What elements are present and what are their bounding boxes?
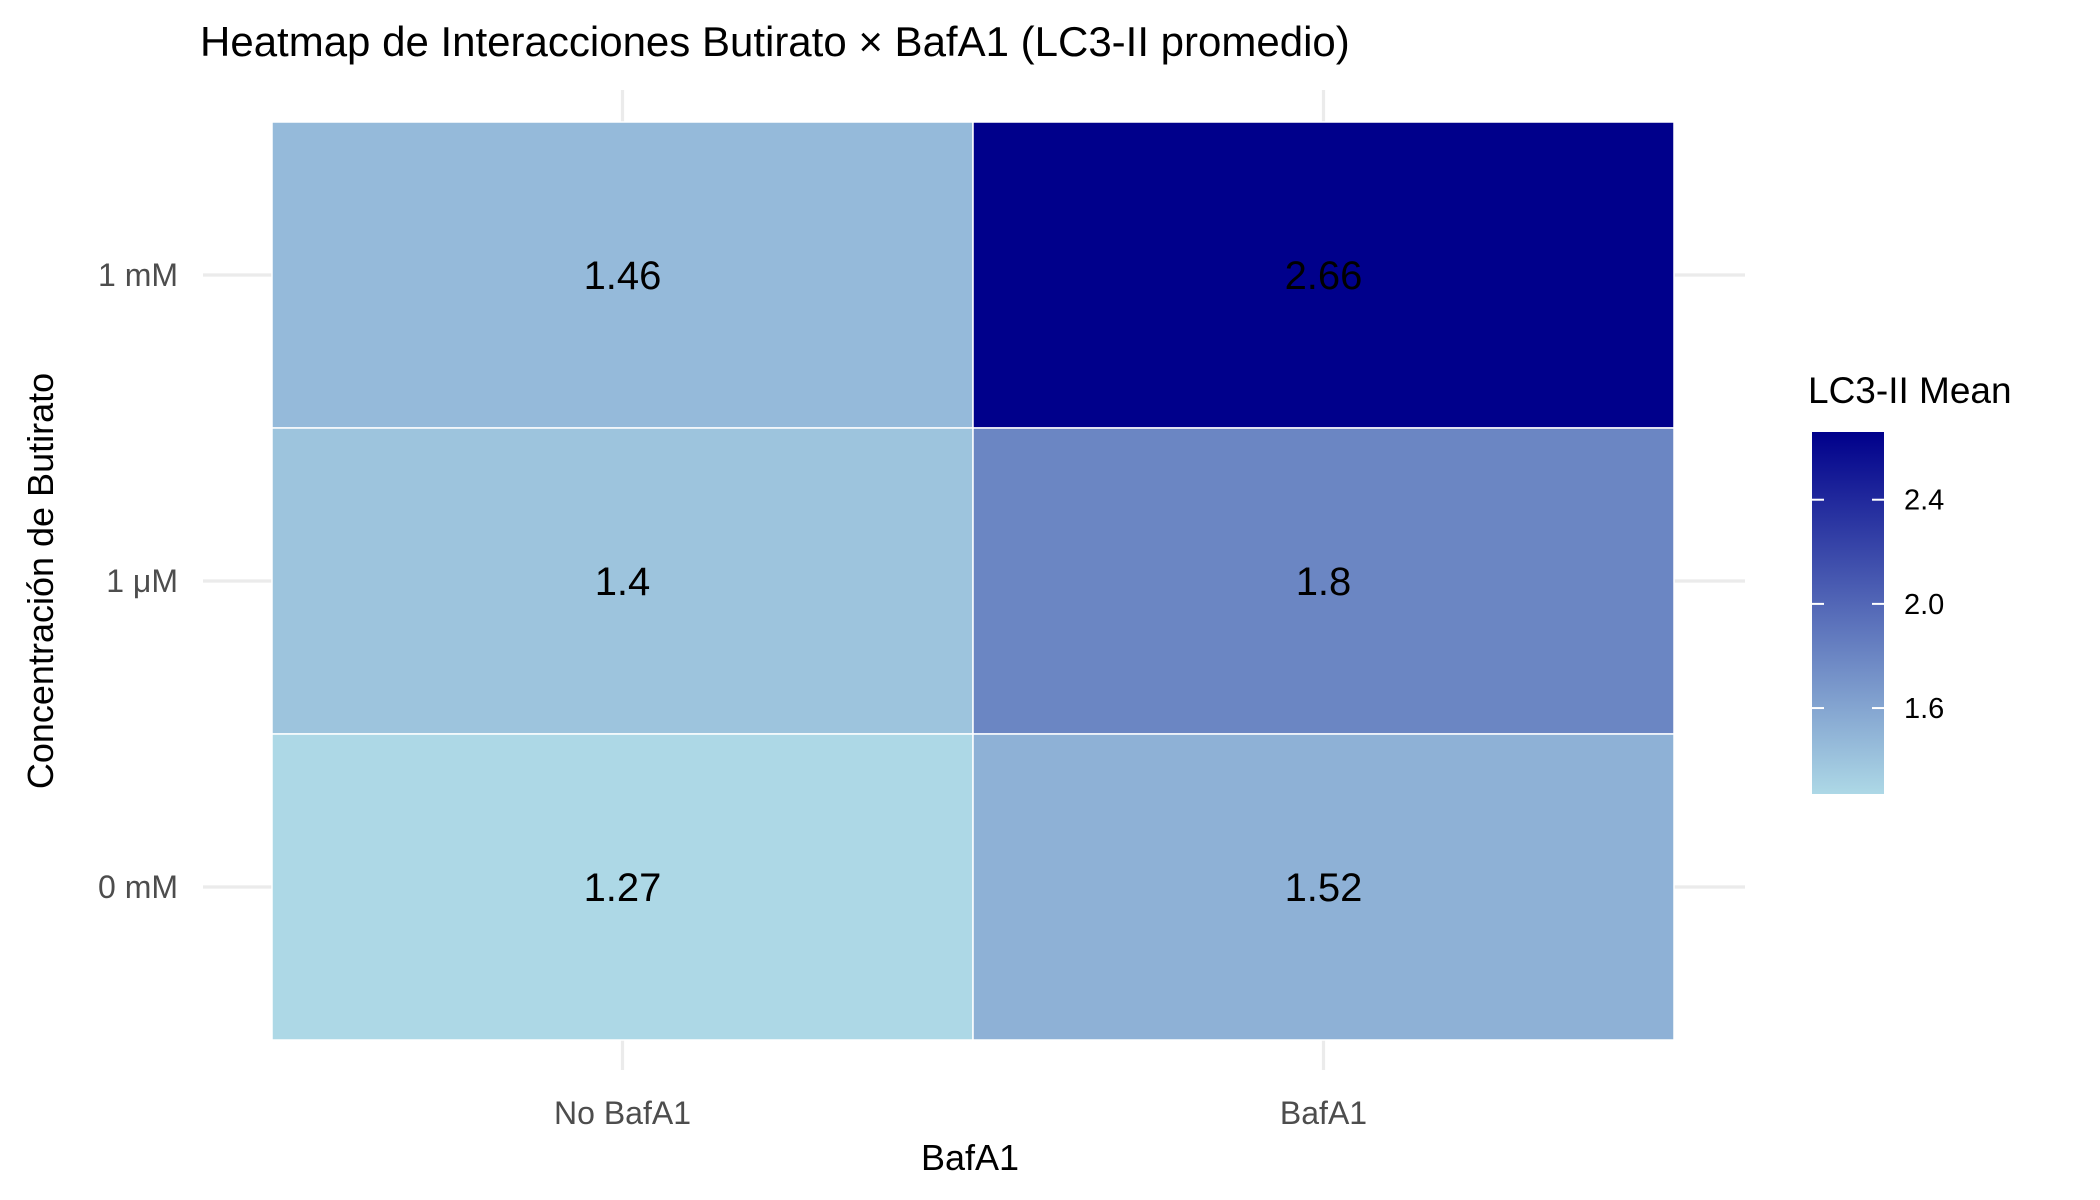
y-tick-label-1-mm: 1 mM — [98, 257, 178, 293]
heatmap-cell-bafa1-1-mm — [972, 121, 1675, 429]
heatmap-cell-no-bafa1-1-m — [271, 427, 974, 735]
y-tick-label-1-m: 1 μM — [106, 563, 178, 599]
heatmap-cell-bafa1-1-m — [972, 427, 1675, 735]
x-tick-label-bafa1: BafA1 — [1280, 1095, 1367, 1131]
heatmap-cell-bafa1-0-mm — [972, 733, 1675, 1041]
y-tick-label-0-mm: 0 mM — [98, 869, 178, 905]
cell-value-label-no-bafa1-1-m: 1.4 — [595, 560, 651, 604]
cell-value-label-bafa1-1-mm: 2.66 — [1285, 254, 1363, 298]
heatmap-cell-no-bafa1-1-mm — [271, 121, 974, 429]
legend-tick-label-2: 2.4 — [1904, 485, 1944, 517]
chart-title: Heatmap de Interacciones Butirato × BafA… — [200, 18, 1350, 65]
x-axis-title: BafA1 — [921, 1137, 1019, 1178]
cell-value-label-no-bafa1-0-mm: 1.27 — [584, 866, 662, 910]
cell-value-label-bafa1-1-m: 1.8 — [1296, 560, 1352, 604]
x-tick-label-no-bafa1: No BafA1 — [554, 1095, 691, 1131]
cell-labels: 1.46 2.66 1.4 1.8 1.27 1.52 — [584, 254, 1363, 910]
heatmap-cell-no-bafa1-0-mm — [271, 733, 974, 1041]
legend-ticks: 1.6 2.0 2.4 — [1812, 485, 1944, 725]
legend-title: LC3-II Mean — [1808, 370, 2012, 411]
color-legend: LC3-II Mean 1.6 2.0 2.4 — [1808, 370, 2012, 794]
heatmap-cells — [271, 121, 1675, 1041]
legend-tick-label-0: 1.6 — [1904, 693, 1944, 725]
cell-value-label-no-bafa1-1-mm: 1.46 — [584, 254, 662, 298]
legend-colorbar — [1812, 432, 1884, 794]
legend-tick-label-1: 2.0 — [1904, 589, 1944, 621]
axis-tick-labels: No BafA1 BafA1 0 mM 1 μM 1 mM — [98, 257, 1367, 1131]
cell-value-label-bafa1-0-mm: 1.52 — [1285, 866, 1363, 910]
y-axis-title: Concentración de Butirato — [20, 373, 61, 789]
